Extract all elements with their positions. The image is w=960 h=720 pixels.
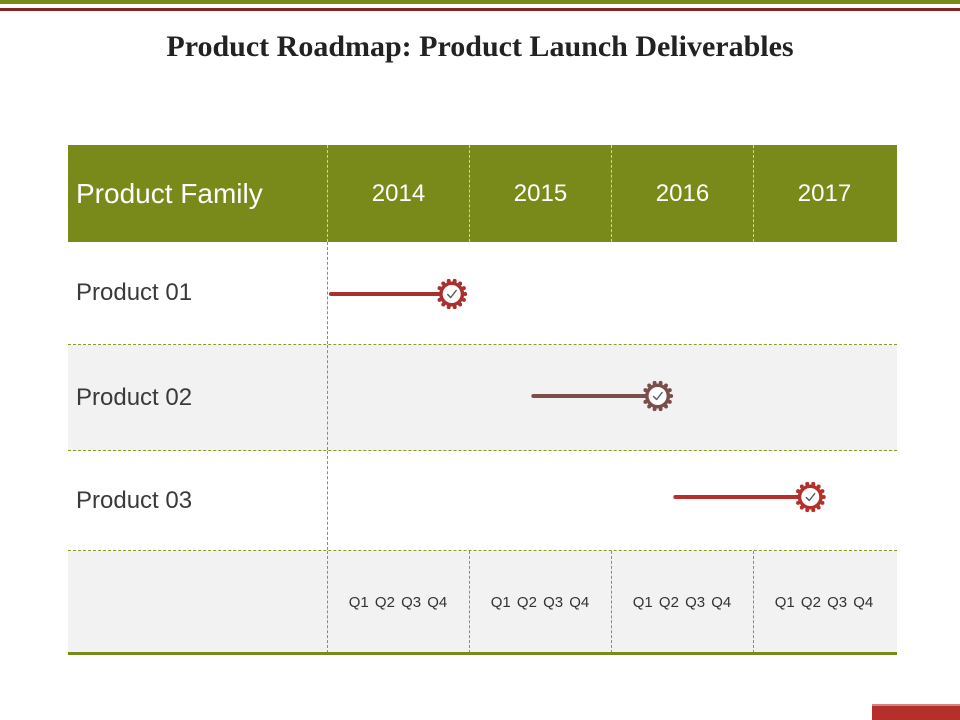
column-divider xyxy=(611,551,612,653)
row-label-product-03: Product 03 xyxy=(76,486,193,514)
quarters-2014: Q1 Q2 Q3 Q4 xyxy=(348,593,448,611)
column-divider xyxy=(327,242,328,344)
check-gear-icon xyxy=(794,481,826,513)
column-divider xyxy=(327,345,328,450)
header-product-family: Product Family xyxy=(76,177,263,209)
check-gear-icon xyxy=(436,278,468,310)
top-border-green xyxy=(0,0,960,4)
column-divider xyxy=(753,551,754,653)
column-divider xyxy=(327,551,328,653)
corner-accent-bar xyxy=(872,706,960,720)
roadmap-table: Product Family 2014 2015 2016 2017 Produ… xyxy=(68,145,897,655)
corner-accent-line xyxy=(872,704,960,706)
top-border-gap xyxy=(0,4,960,8)
table-row-product-01: Product 01 xyxy=(68,242,897,345)
quarters-2015: Q1 Q2 Q3 Q4 xyxy=(490,593,590,611)
table-bottom-border xyxy=(68,652,897,655)
page-title: Product Roadmap: Product Launch Delivera… xyxy=(166,30,794,63)
header-year-2014: 2014 xyxy=(327,145,469,242)
header-year-2015: 2015 xyxy=(469,145,611,242)
check-gear-icon xyxy=(642,380,674,412)
top-border-red xyxy=(0,8,960,11)
timeline-bars xyxy=(329,278,826,513)
quarters-2017: Q1 Q2 Q3 Q4 xyxy=(774,593,874,611)
header-year-2016: 2016 xyxy=(611,145,753,242)
column-divider xyxy=(327,451,328,550)
header-year-2017: 2017 xyxy=(753,145,895,242)
table-row-product-02: Product 02 xyxy=(68,345,897,451)
quarters-2016: Q1 Q2 Q3 Q4 xyxy=(632,593,732,611)
table-row-quarters: Q1 Q2 Q3 Q4 Q1 Q2 Q3 Q4 Q1 Q2 Q3 Q4 Q1 Q… xyxy=(68,551,897,653)
row-label-product-02: Product 02 xyxy=(76,383,193,411)
table-header: Product Family 2014 2015 2016 2017 xyxy=(68,145,897,242)
row-label-product-01: Product 01 xyxy=(76,279,193,306)
column-divider xyxy=(469,551,470,653)
table-row-product-03: Product 03 xyxy=(68,451,897,551)
